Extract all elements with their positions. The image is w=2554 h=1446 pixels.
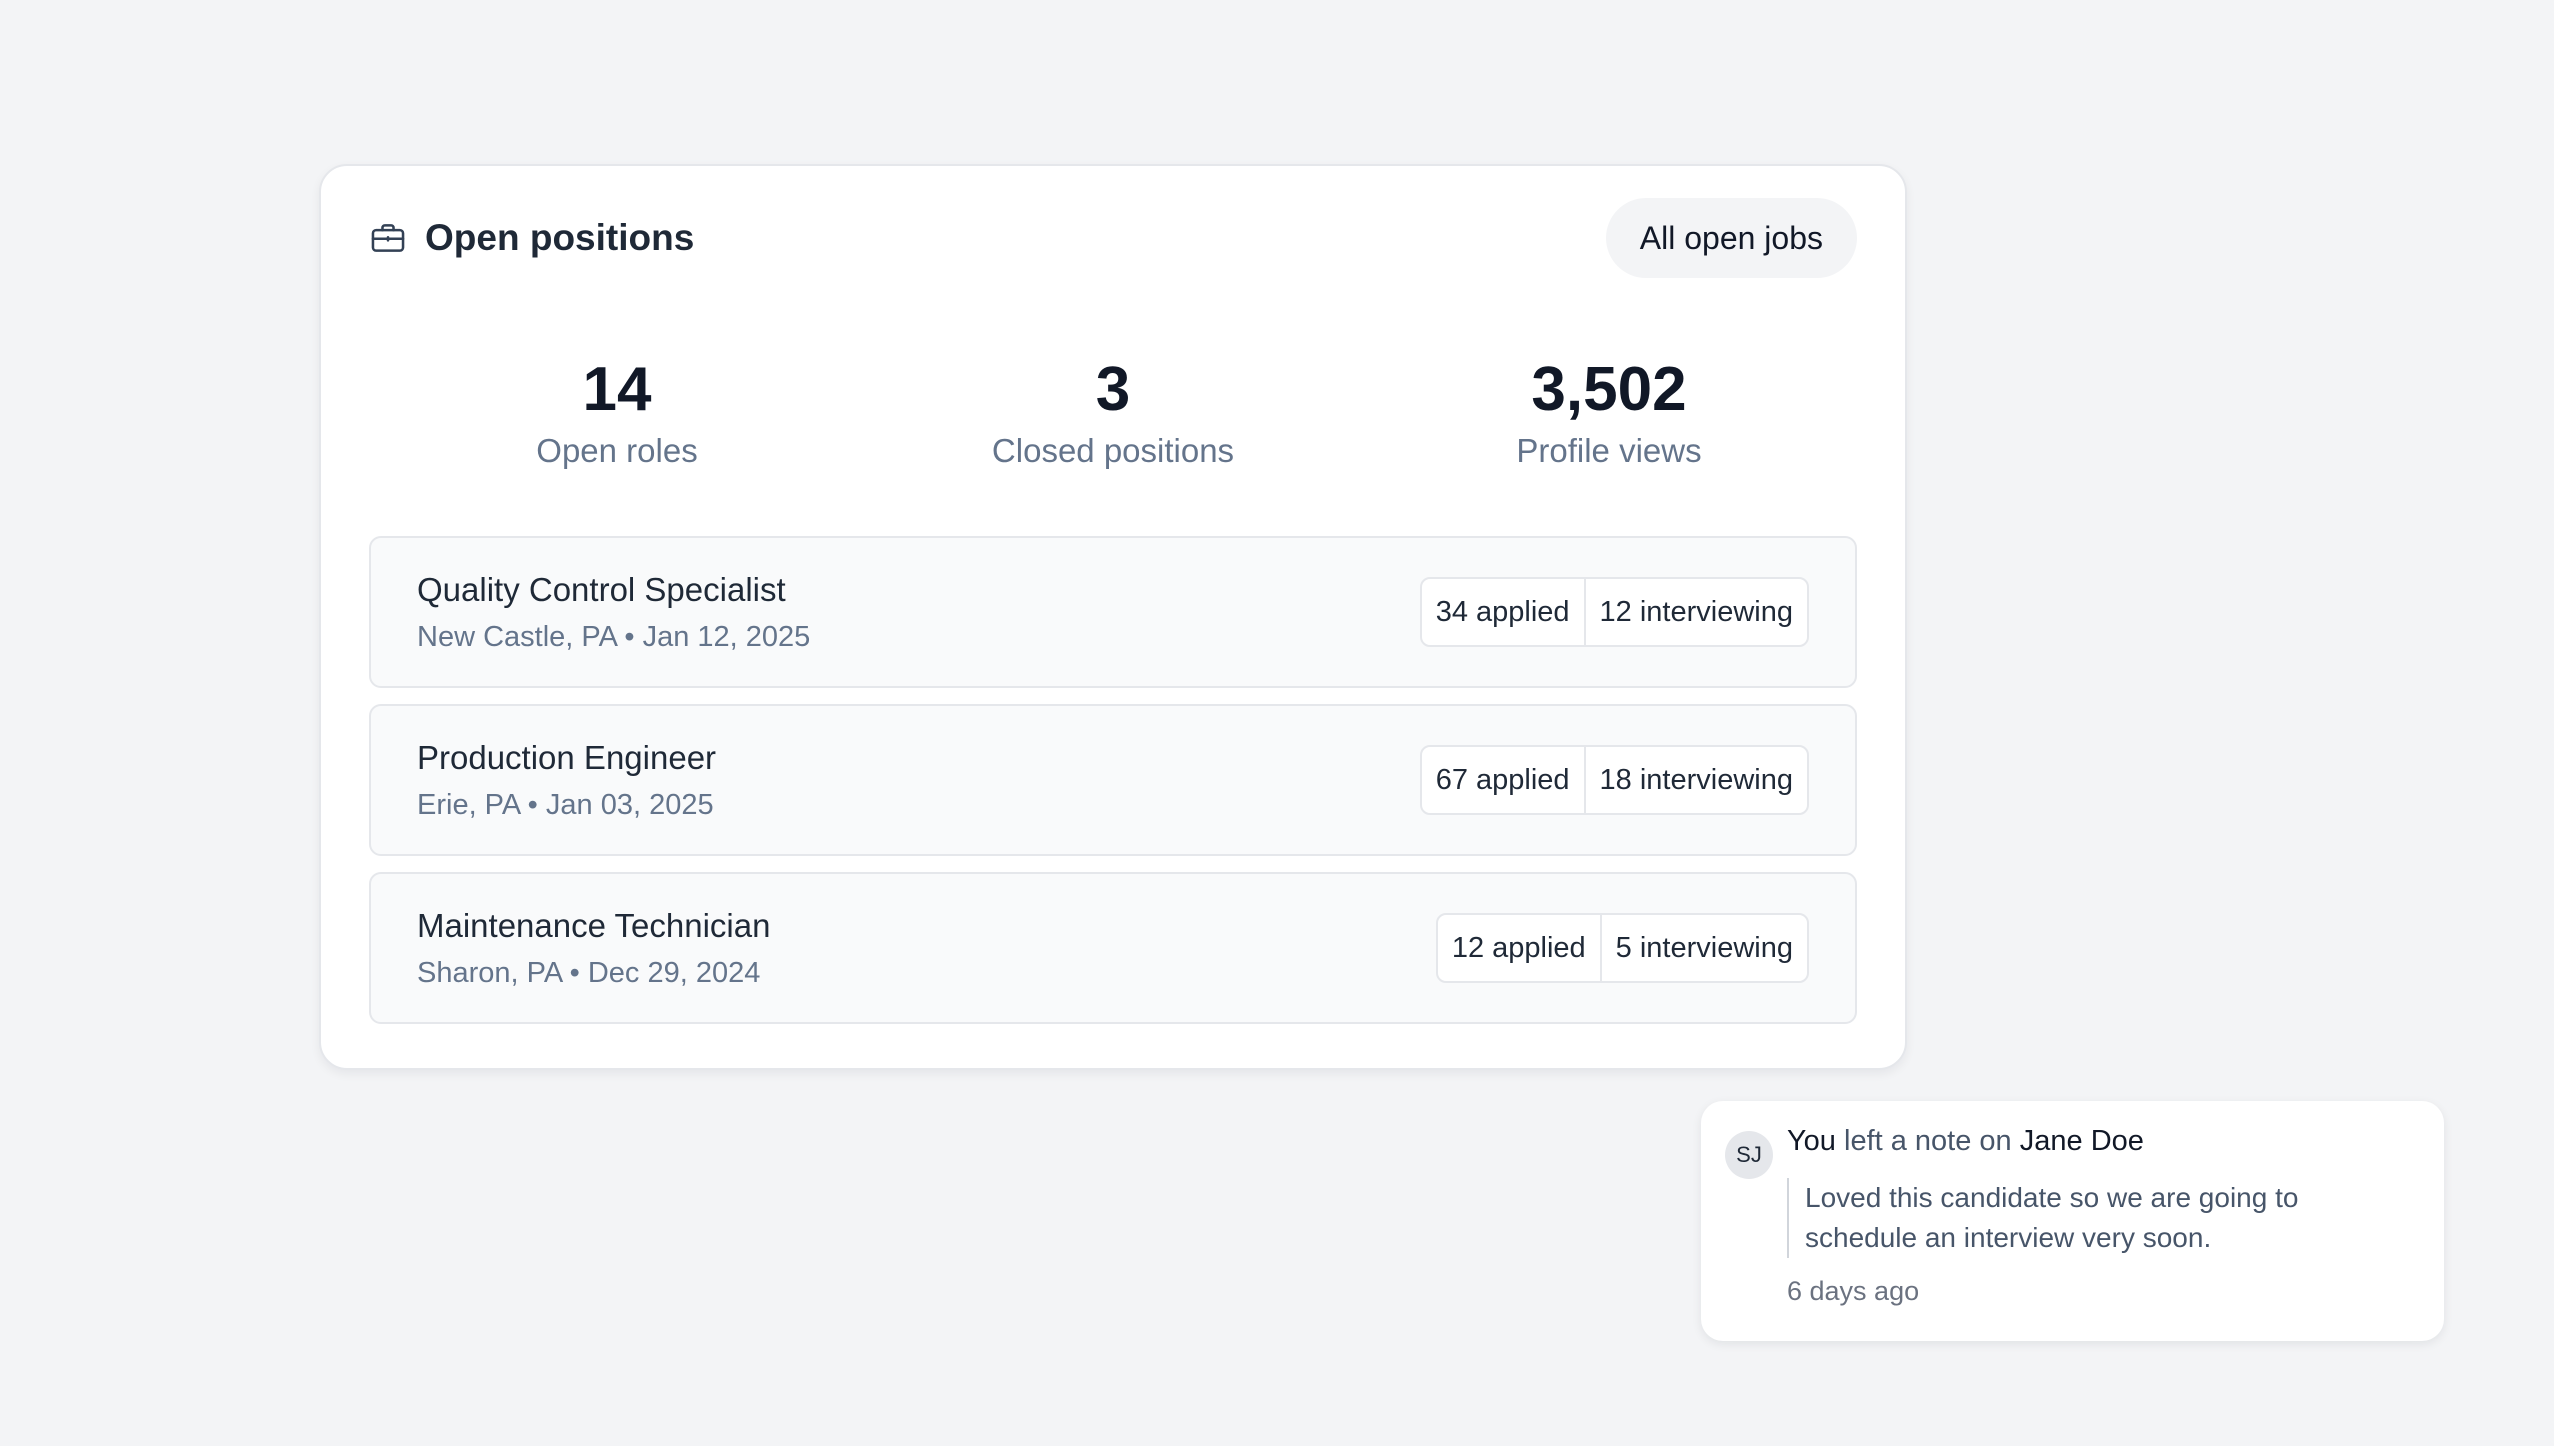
card-title: Open positions — [425, 217, 695, 258]
stat-profile-views: 3,502 Profile views — [1361, 355, 1857, 470]
job-list: Quality Control Specialist New Castle, P… — [369, 536, 1857, 1040]
stat-label: Profile views — [1516, 432, 1702, 470]
stat-label: Open roles — [536, 432, 698, 470]
job-row[interactable]: Production Engineer Erie, PA • Jan 03, 2… — [369, 704, 1857, 856]
job-stats-pills: 34 applied 12 interviewing — [1419, 577, 1809, 647]
job-stats-pills: 12 applied 5 interviewing — [1435, 913, 1809, 983]
job-title: Production Engineer — [417, 738, 717, 776]
stat-value: 14 — [582, 355, 652, 424]
stat-closed-positions: 3 Closed positions — [865, 355, 1361, 470]
note-subject-link[interactable]: Jane Doe — [2019, 1125, 2144, 1157]
note-actor: You — [1787, 1125, 1836, 1157]
job-title: Quality Control Specialist — [417, 570, 786, 608]
job-title: Maintenance Technician — [417, 906, 771, 944]
stat-open-roles: 14 Open roles — [369, 355, 865, 470]
applied-count[interactable]: 34 applied — [1435, 595, 1570, 628]
briefcase-icon — [369, 219, 407, 257]
stat-label: Closed positions — [991, 432, 1235, 470]
job-meta: Sharon, PA • Dec 29, 2024 — [417, 956, 761, 989]
job-info: Quality Control Specialist New Castle, P… — [417, 571, 810, 654]
job-info: Maintenance Technician Sharon, PA • Dec … — [417, 907, 770, 990]
card-title-group: Open positions — [369, 217, 694, 259]
note-heading: You left a note on Jane Doe — [1787, 1125, 2416, 1158]
note-action: left a note on — [1844, 1125, 2012, 1157]
note-text: Loved this candidate so we are going to … — [1787, 1178, 2365, 1258]
card-header: Open positions All open jobs — [369, 198, 1857, 278]
applied-count[interactable]: 67 applied — [1435, 763, 1570, 796]
applied-count[interactable]: 12 applied — [1451, 931, 1586, 964]
job-meta: Erie, PA • Jan 03, 2025 — [417, 788, 714, 821]
job-info: Production Engineer Erie, PA • Jan 03, 2… — [417, 739, 716, 822]
interviewing-count[interactable]: 5 interviewing — [1599, 915, 1807, 981]
job-row[interactable]: Quality Control Specialist New Castle, P… — [369, 536, 1857, 688]
note-body: You left a note on Jane Doe Loved this c… — [1787, 1125, 2416, 1307]
interviewing-count[interactable]: 18 interviewing — [1583, 747, 1807, 813]
interviewing-count[interactable]: 12 interviewing — [1583, 579, 1807, 645]
all-open-jobs-button[interactable]: All open jobs — [1605, 198, 1857, 278]
stat-value: 3 — [1095, 355, 1131, 424]
job-stats-pills: 67 applied 18 interviewing — [1419, 745, 1809, 815]
stats-row: 14 Open roles 3 Closed positions 3,502 P… — [369, 355, 1857, 470]
note-notification[interactable]: SJ You left a note on Jane Doe Loved thi… — [1701, 1101, 2444, 1341]
stat-value: 3,502 — [1531, 355, 1687, 424]
note-timestamp: 6 days ago — [1787, 1276, 1920, 1306]
job-row[interactable]: Maintenance Technician Sharon, PA • Dec … — [369, 872, 1857, 1024]
job-meta: New Castle, PA • Jan 12, 2025 — [417, 620, 811, 653]
open-positions-card: Open positions All open jobs 14 Open rol… — [319, 164, 1907, 1070]
avatar: SJ — [1725, 1131, 1773, 1179]
